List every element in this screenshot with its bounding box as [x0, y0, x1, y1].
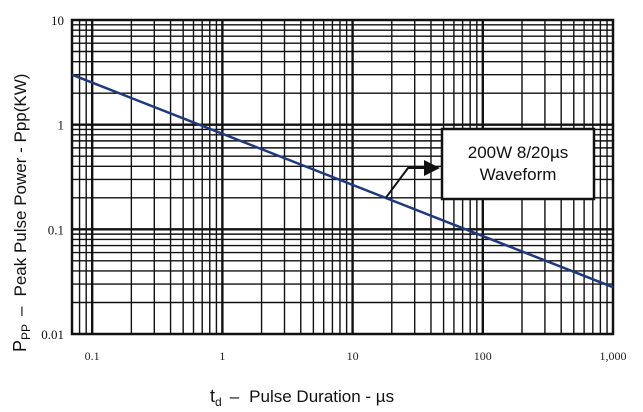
chart-grid [70, 18, 615, 336]
y-tick-label: 0.1 [48, 222, 64, 237]
chart-series [71, 73, 614, 289]
x-tick-label: 1,000 [600, 349, 627, 363]
annotation-text: Waveform [480, 165, 557, 184]
annotation-box [440, 127, 596, 201]
x-tick-label: 10 [347, 349, 359, 363]
y-axis-label: PPP–Peak Pulse Power - Ppp(KW) [10, 74, 33, 352]
y-tick-label: 0.01 [41, 327, 64, 342]
chart-tick-labels: 10 1 0.1 0.01 0.1 1 10 100 1,000 [41, 13, 626, 363]
x-tick-label: 1 [219, 349, 225, 363]
y-tick-label: 1 [58, 118, 65, 133]
plot-frame [70, 18, 615, 336]
series-line [71, 73, 614, 289]
x-tick-label: 100 [474, 349, 492, 363]
annotation-arrow [384, 160, 440, 199]
x-tick-label: 0.1 [85, 349, 100, 363]
chart-annotation: 200W 8/20µs Waveform [384, 127, 596, 201]
y-tick-label: 10 [51, 13, 64, 28]
annotation-text: 200W 8/20µs [468, 143, 569, 162]
x-axis-label: td – Pulse Duration - µs [210, 386, 394, 409]
